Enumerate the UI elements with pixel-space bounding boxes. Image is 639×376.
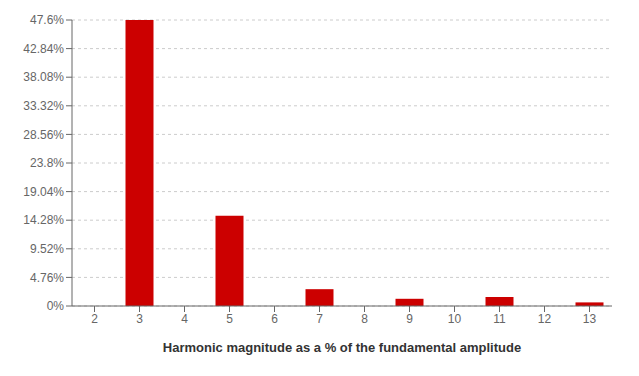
svg-text:11: 11 (493, 312, 506, 326)
svg-text:4: 4 (181, 312, 188, 326)
svg-text:42.84%: 42.84% (23, 42, 64, 56)
svg-text:2: 2 (91, 312, 98, 326)
svg-text:14.28%: 14.28% (23, 213, 64, 227)
svg-text:3: 3 (136, 312, 143, 326)
svg-text:13: 13 (583, 312, 597, 326)
svg-text:33.32%: 33.32% (23, 99, 64, 113)
svg-text:19.04%: 19.04% (23, 185, 64, 199)
svg-text:23.8%: 23.8% (30, 156, 64, 170)
svg-text:9: 9 (406, 312, 413, 326)
svg-text:7: 7 (316, 312, 323, 326)
svg-text:12: 12 (538, 312, 552, 326)
svg-text:8: 8 (361, 312, 368, 326)
svg-text:4.76%: 4.76% (30, 271, 64, 285)
svg-text:5: 5 (226, 312, 233, 326)
svg-text:28.56%: 28.56% (23, 128, 64, 142)
svg-text:10: 10 (448, 312, 462, 326)
svg-text:6: 6 (271, 312, 278, 326)
svg-text:Harmonic magnitude as a % of t: Harmonic magnitude as a % of the fundame… (163, 340, 521, 355)
svg-text:0%: 0% (47, 299, 65, 313)
svg-text:47.6%: 47.6% (30, 13, 64, 27)
svg-text:38.08%: 38.08% (23, 70, 64, 84)
svg-text:9.52%: 9.52% (30, 242, 64, 256)
